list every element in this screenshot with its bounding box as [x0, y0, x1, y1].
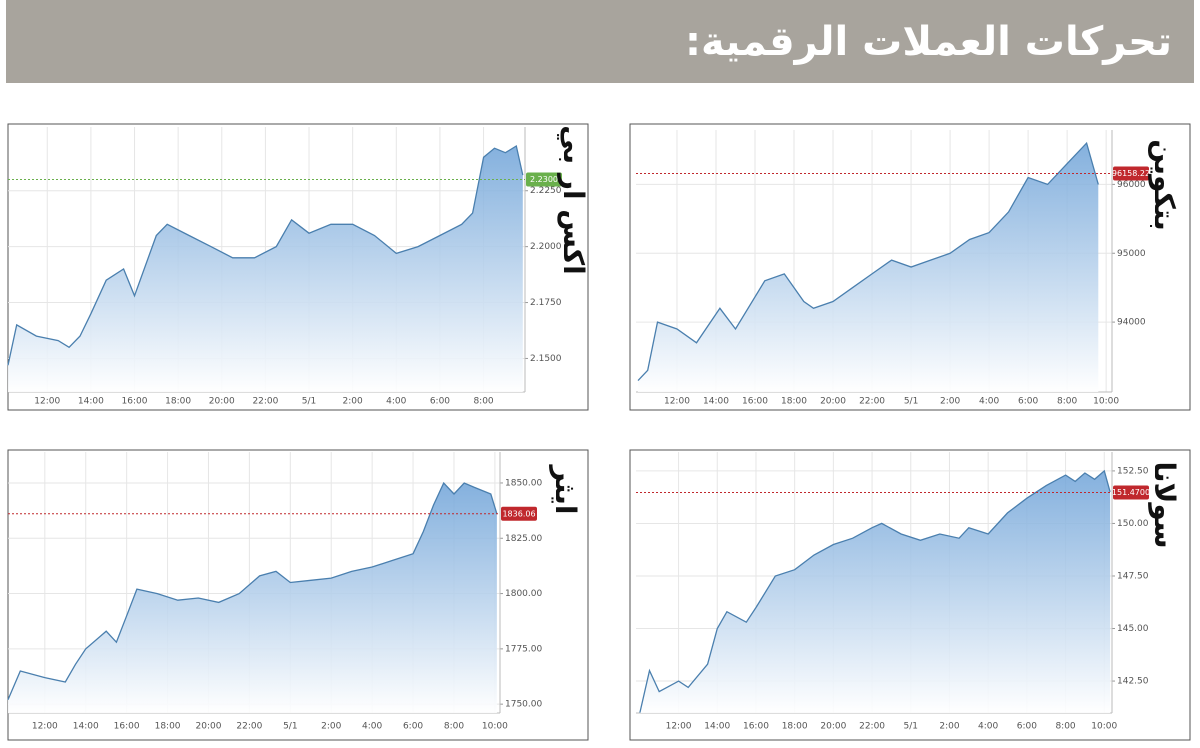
x-tick-label: 2:00: [940, 397, 960, 407]
x-tick-label: 5/1: [302, 397, 316, 407]
x-tick-label: 5/1: [904, 397, 918, 407]
last-price-tag: [1113, 166, 1149, 181]
chart-title: ايثر: [549, 464, 582, 515]
y-tick-label: 96000: [1117, 180, 1146, 190]
chart-panel: 12:00 14:00 16:00 18:00 20:00 22:00 5/1 2:00 4:0…: [629, 123, 1191, 411]
y-tick-label: 94000: [1117, 318, 1146, 328]
last-price-label: 1836.06: [502, 509, 535, 518]
x-tick-label: 12:00: [32, 722, 58, 732]
y-tick-label: 150.00: [1117, 519, 1149, 529]
y-tick-label: 2.1500: [530, 354, 562, 364]
x-tick-label: 14:00: [703, 397, 729, 407]
x-tick-label: 18:00: [155, 722, 181, 732]
x-tick-label: 8:00: [473, 397, 493, 407]
x-tick-label: 18:00: [782, 722, 808, 732]
last-price-label: 96158.22: [1112, 169, 1150, 178]
x-tick-label: 8:00: [1057, 397, 1077, 407]
price-line: [7, 144, 524, 366]
x-tick-label: 5/1: [283, 722, 297, 732]
y-tick-label: 2.1750: [530, 298, 562, 308]
header-title: تحركات العملات الرقمية:: [685, 19, 1172, 65]
last-price-label: 2.2300: [530, 175, 558, 184]
y-tick-label: 95000: [1117, 249, 1146, 259]
y-tick-label: 142.50: [1117, 677, 1149, 687]
y-tick-label: 1800.00: [505, 589, 542, 599]
x-tick-label: 16:00: [742, 397, 768, 407]
y-tick-label: 1850.00: [505, 478, 542, 488]
x-tick-label: 14:00: [704, 722, 730, 732]
price-line: [639, 469, 1111, 713]
x-tick-label: 8:00: [1055, 722, 1075, 732]
area-fill: [639, 470, 1111, 713]
x-tick-label: 22:00: [236, 722, 262, 732]
chart-title: سولانا: [1148, 462, 1181, 549]
y-tick-label: 1750.00: [505, 700, 542, 710]
x-tick-label: 6:00: [1017, 722, 1037, 732]
x-tick-label: 10:00: [1093, 397, 1119, 407]
chart-title: اكس ار بي: [557, 125, 590, 275]
x-tick-label: 20:00: [820, 397, 846, 407]
y-tick-label: 1825.00: [505, 534, 542, 544]
x-tick-label: 4:00: [386, 397, 406, 407]
last-price-label: 151.4700: [1112, 488, 1150, 497]
x-tick-label: 22:00: [859, 722, 885, 732]
header-bar: [6, 0, 1194, 83]
last-price-tag: [526, 172, 562, 187]
x-tick-label: 4:00: [978, 722, 998, 732]
x-tick-label: 4:00: [362, 722, 382, 732]
last-price-tag: [1113, 485, 1149, 500]
chart-panel: 12:00 14:00 16:00 18:00 20:00 22:00 5/1 2:00 4:0…: [629, 449, 1191, 741]
x-tick-label: 6:00: [403, 722, 423, 732]
x-tick-label: 20:00: [820, 722, 846, 732]
x-tick-label: 18:00: [781, 397, 807, 407]
chart-title: بتكوين: [1148, 139, 1181, 231]
x-tick-label: 10:00: [482, 722, 508, 732]
x-tick-label: 16:00: [114, 722, 140, 732]
area-fill: [638, 143, 1099, 392]
x-tick-label: 18:00: [165, 397, 191, 407]
x-tick-label: 12:00: [34, 397, 60, 407]
x-tick-label: 20:00: [209, 397, 235, 407]
x-tick-label: 6:00: [1018, 397, 1038, 407]
y-tick-label: 2.2000: [530, 242, 562, 252]
x-tick-label: 16:00: [743, 722, 769, 732]
x-tick-label: 5/1: [904, 722, 918, 732]
x-tick-label: 14:00: [78, 397, 104, 407]
x-tick-label: 8:00: [444, 722, 464, 732]
area-fill: [8, 483, 497, 713]
y-tick-label: 147.50: [1117, 571, 1149, 581]
x-tick-label: 10:00: [1091, 722, 1117, 732]
y-tick-label: 2.2250: [530, 186, 562, 196]
y-tick-label: 145.00: [1117, 624, 1149, 634]
y-tick-label: 1775.00: [505, 644, 542, 654]
x-tick-label: 12:00: [666, 722, 692, 732]
x-tick-label: 22:00: [859, 397, 885, 407]
price-line: [637, 141, 1099, 382]
price-line: [7, 481, 498, 700]
area-fill: [8, 146, 523, 392]
y-tick-label: 152.50: [1117, 466, 1149, 476]
x-tick-label: 20:00: [196, 722, 222, 732]
x-tick-label: 12:00: [664, 397, 690, 407]
x-tick-label: 14:00: [73, 722, 99, 732]
x-tick-label: 16:00: [122, 397, 148, 407]
x-tick-label: 22:00: [252, 397, 278, 407]
chart-panel: 12:00 14:00 16:00 18:00 20:00 22:00 5/1 2:00 4:0…: [7, 449, 589, 741]
x-tick-label: 6:00: [430, 397, 450, 407]
chart-panel: 12:00 14:00 16:00 18:00 20:00 22:00 5/1 2:00 4:0…: [7, 123, 590, 411]
x-tick-label: 4:00: [979, 397, 999, 407]
x-tick-label: 2:00: [939, 722, 959, 732]
x-tick-label: 2:00: [321, 722, 341, 732]
x-tick-label: 2:00: [343, 397, 363, 407]
last-price-tag: [501, 506, 537, 521]
